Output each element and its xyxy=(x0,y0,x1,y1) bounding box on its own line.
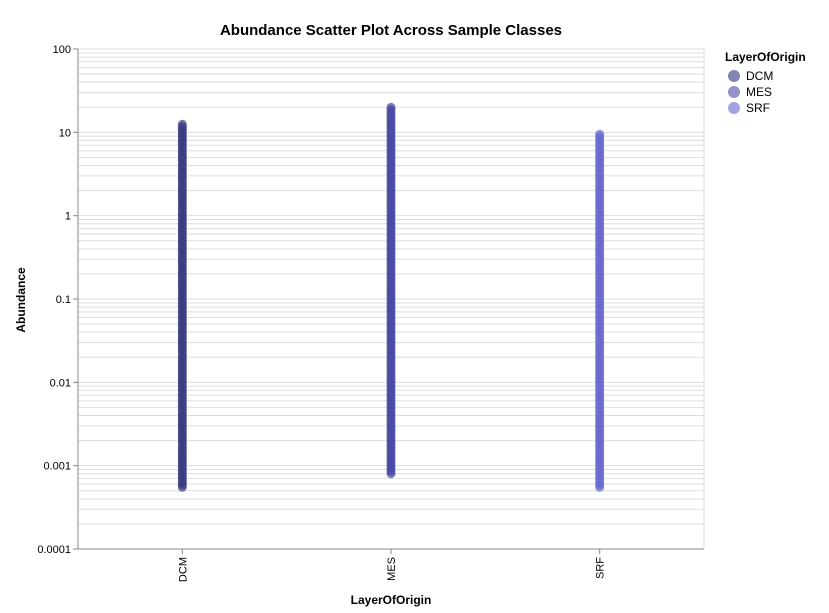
legend: LayerOfOrigin DCM MES SRF xyxy=(725,50,806,115)
legend-symbol-mes xyxy=(728,86,740,98)
series-srf xyxy=(595,129,605,492)
x-tick-label: DCM xyxy=(177,557,189,582)
chart-title: Abundance Scatter Plot Across Sample Cla… xyxy=(220,22,562,39)
x-axis-title: LayerOfOrigin xyxy=(351,593,432,607)
data-point xyxy=(595,129,605,139)
series-mes xyxy=(386,102,396,479)
y-tick-label: 0.0001 xyxy=(37,544,71,556)
x-tick-label: MES xyxy=(386,557,398,581)
legend-label-dcm: DCM xyxy=(746,69,773,83)
data-point xyxy=(386,102,396,112)
legend-label-srf: SRF xyxy=(746,101,770,115)
legend-label-mes: MES xyxy=(746,85,772,99)
y-tick-label: 0.001 xyxy=(43,461,71,473)
y-tick-label: 0.1 xyxy=(56,294,71,306)
data-points xyxy=(177,102,605,492)
y-tick-label: 10 xyxy=(59,127,71,139)
legend-symbol-srf xyxy=(728,102,740,114)
y-axis-title: Abundance xyxy=(14,267,28,333)
x-tick-label: SRF xyxy=(595,557,607,579)
y-tick-label: 1 xyxy=(65,211,71,223)
legend-title: LayerOfOrigin xyxy=(725,50,806,64)
legend-symbol-dcm xyxy=(728,70,740,82)
x-axis-ticks: DCM MES SRF xyxy=(177,549,607,582)
y-axis-ticks: 100 10 1 0.1 0.01 0.001 0.0001 xyxy=(37,44,78,556)
y-tick-label: 0.01 xyxy=(50,377,71,389)
y-tick-label: 100 xyxy=(53,44,71,56)
data-point xyxy=(177,119,187,129)
series-dcm xyxy=(177,119,187,492)
